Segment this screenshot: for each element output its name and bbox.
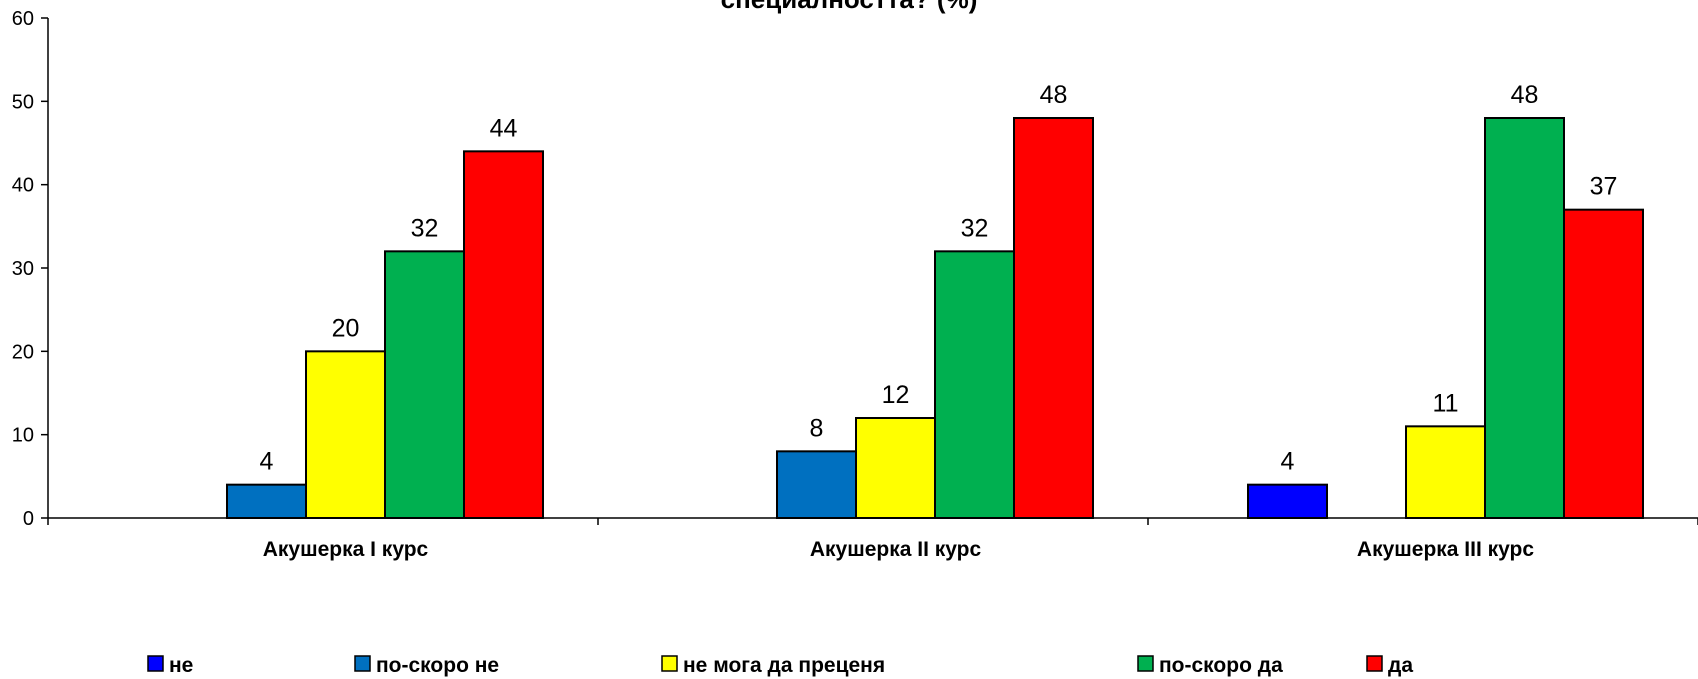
legend: не по-скоро не не мога да преценя по-скоро … xyxy=(147,654,1413,677)
data-label: 48 xyxy=(1511,81,1539,109)
data-label: 48 xyxy=(1040,81,1068,109)
bar xyxy=(1484,117,1565,519)
legend-label: по-скоро да xyxy=(1159,654,1283,677)
y-tick-label: 60 xyxy=(12,8,34,30)
bar xyxy=(776,450,857,520)
legend-label: по-скоро не xyxy=(376,654,499,677)
data-label: 4 xyxy=(1281,448,1295,476)
data-label: 4 xyxy=(260,448,274,476)
bar xyxy=(1013,117,1094,519)
data-label: 32 xyxy=(961,214,989,242)
bar xyxy=(1247,483,1328,519)
data-label: 20 xyxy=(332,314,360,342)
legend-swatch xyxy=(1137,655,1154,672)
data-label: 11 xyxy=(1433,389,1459,417)
legend-swatch xyxy=(1366,655,1383,672)
legend-swatch xyxy=(661,655,678,672)
chart-title: специалността? (%) xyxy=(721,0,978,14)
y-tick-label: 50 xyxy=(12,91,34,113)
bar xyxy=(384,250,465,519)
data-label: 12 xyxy=(882,381,910,409)
legend-label: не xyxy=(169,654,193,677)
bar xyxy=(1405,425,1486,520)
data-label: 32 xyxy=(411,214,439,242)
y-tick-label: 0 xyxy=(23,508,34,530)
bar xyxy=(305,350,386,520)
y-tick-label: 10 xyxy=(12,425,34,447)
legend-swatch xyxy=(147,655,164,672)
legend-label: не мога да преценя xyxy=(683,654,885,677)
bar xyxy=(463,150,544,519)
bar xyxy=(226,483,307,519)
data-label: 8 xyxy=(810,414,824,442)
legend-swatch xyxy=(354,655,371,672)
category-label: Акушерка I курс xyxy=(263,538,429,561)
y-tick-label: 20 xyxy=(12,341,34,363)
data-label: 44 xyxy=(490,114,518,142)
bar xyxy=(1563,208,1644,520)
data-labels: 4 20 32 44 8 12 32 48 4 11 48 37 xyxy=(260,81,1618,476)
bar xyxy=(855,417,936,519)
data-label: 37 xyxy=(1590,173,1618,201)
bar xyxy=(934,250,1015,519)
y-tick-label: 40 xyxy=(12,175,34,197)
legend-label: да xyxy=(1388,654,1413,677)
axes: 0 10 20 30 40 50 60 Акушерка I курс Акушерка II … xyxy=(12,8,1698,561)
category-label: Акушерка III курс xyxy=(1357,538,1534,561)
bars xyxy=(226,117,1644,520)
y-tick-label: 30 xyxy=(12,258,34,280)
category-label: Акушерка II курс xyxy=(810,538,982,561)
